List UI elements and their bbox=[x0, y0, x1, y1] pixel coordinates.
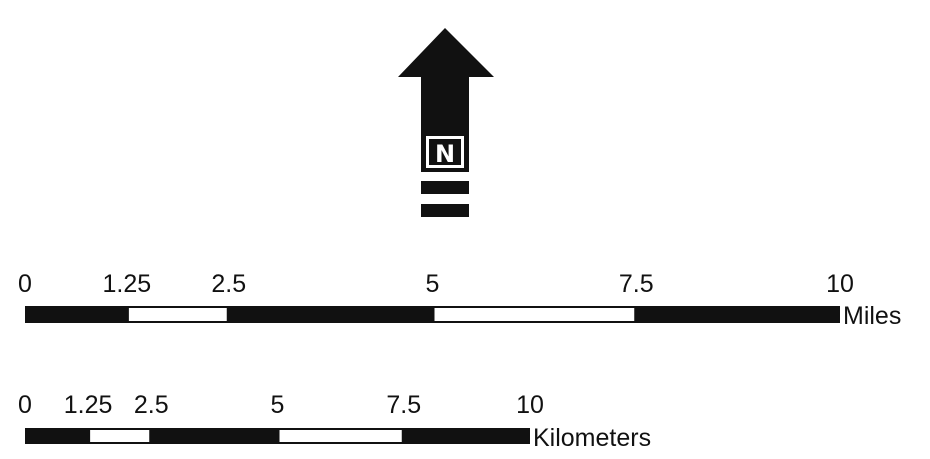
north-arrow-letter: N bbox=[435, 140, 455, 168]
scale-bar-tick-label: 7.5 bbox=[386, 391, 421, 419]
scale-bar-tick-label: 2.5 bbox=[211, 270, 246, 298]
scale-bar-miles: 0 1.25 2.5 5 7.5 10 bbox=[18, 270, 854, 323]
scale-bar-tick-label: 5 bbox=[426, 270, 440, 298]
scale-bar-kilometers: 0 1.25 2.5 5 7.5 10 bbox=[18, 391, 544, 444]
north-arrow-head bbox=[398, 28, 494, 77]
scale-bar-tick-label: 7.5 bbox=[619, 270, 654, 298]
scale-bar-segment bbox=[128, 308, 227, 321]
scale-bar-segment bbox=[434, 308, 635, 321]
scale-bar-tick-label: 10 bbox=[826, 270, 854, 298]
scale-bar-outline bbox=[25, 428, 530, 444]
scale-bar-tick-label: 1.25 bbox=[64, 391, 113, 419]
north-arrow-icon: N bbox=[398, 28, 494, 217]
scale-bar-segment bbox=[90, 430, 150, 442]
north-arrow-label-bg bbox=[429, 139, 461, 165]
north-arrow-stripe-2 bbox=[421, 204, 469, 217]
scale-bar-segment bbox=[279, 430, 402, 442]
north-arrow-stripe-1 bbox=[421, 181, 469, 194]
scale-bar-unit-miles: Miles bbox=[843, 302, 901, 330]
scale-bar-tick-label: 10 bbox=[516, 391, 544, 419]
scale-bar-tick-label: 1.25 bbox=[103, 270, 152, 298]
scale-bar-unit-kilometers: Kilometers bbox=[533, 424, 651, 452]
scale-bar-tick-label: 5 bbox=[271, 391, 285, 419]
scale-bar-tick-label: 0 bbox=[18, 270, 32, 298]
scale-bar-outline bbox=[25, 306, 840, 323]
scale-bar-tick-label: 0 bbox=[18, 391, 32, 419]
scale-bar-tick-label: 2.5 bbox=[134, 391, 169, 419]
